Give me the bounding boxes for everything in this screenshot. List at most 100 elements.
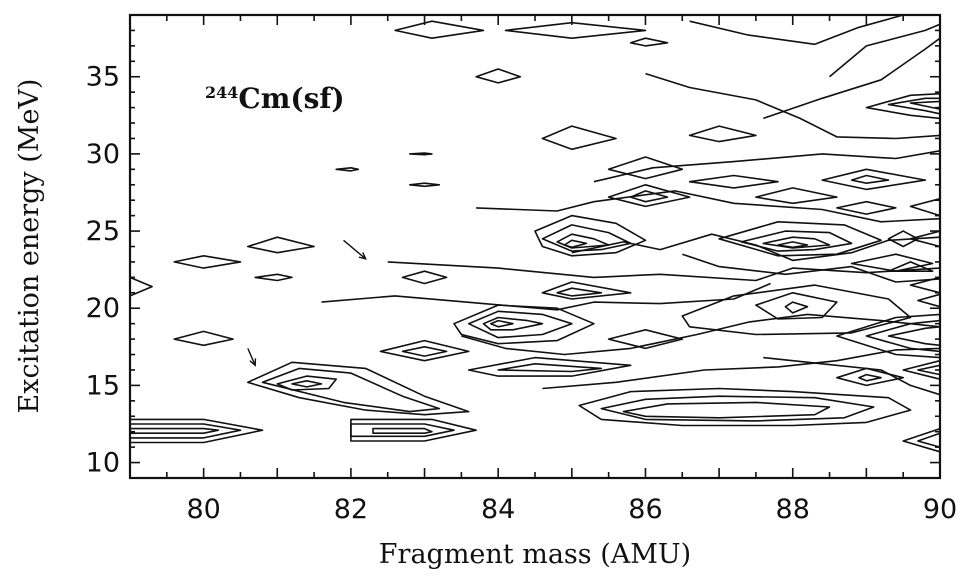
contour-m87-e13-2 — [622, 401, 831, 419]
contour-isolated-6 — [408, 152, 433, 156]
contour-isolated-7 — [408, 182, 441, 188]
y-axis-title: Excitation energy (MeV) — [14, 79, 45, 414]
contour-m81-e15-0 — [247, 361, 470, 416]
contour-isolated-10 — [504, 21, 647, 40]
contour-m85-e24-0 — [534, 214, 647, 257]
contour-m84-e19-1 — [467, 310, 573, 339]
contour-isolated-26 — [755, 187, 838, 205]
contour-m88-e20-1 — [755, 291, 838, 320]
contour-isolated-19 — [497, 362, 603, 373]
contour-m88-e20-2 — [784, 301, 809, 314]
contour-line-9 — [461, 313, 941, 356]
contour-line-5 — [763, 37, 941, 120]
contour-isolated-13 — [401, 270, 448, 285]
contour-m81-e15-3 — [291, 379, 323, 388]
contour-m80-e12-1 — [129, 423, 242, 439]
y-tick-label: 30 — [86, 139, 120, 170]
y-tick-label: 35 — [86, 62, 120, 93]
contour-isolated-18 — [467, 356, 632, 377]
contour-isolated-3 — [254, 273, 293, 282]
contour-line-11 — [763, 356, 941, 396]
arrow-marker-0 — [343, 239, 367, 260]
contour-isolated-1 — [173, 255, 242, 269]
contour-m82-e12-1 — [350, 423, 455, 438]
y-tick-label: 20 — [86, 293, 120, 324]
contour-m85-e24-3 — [563, 239, 588, 249]
contour-isolated-22 — [607, 156, 684, 180]
chart-annotation: 244Cm(sf) — [205, 82, 345, 115]
contour-m81-e15-2 — [276, 375, 338, 391]
contour-isolated-14 — [379, 339, 470, 362]
y-tick-label: 25 — [86, 216, 120, 247]
contour-isolated-20 — [607, 328, 684, 350]
ridges-layer — [321, 14, 941, 396]
contour-isolated-30 — [909, 197, 941, 217]
contour-isolated-27 — [821, 168, 927, 191]
contour-isolated-2 — [247, 236, 315, 254]
contour-m80-e12-2 — [129, 427, 220, 435]
x-tick-label: 80 — [186, 494, 220, 525]
contour-isolated-9 — [475, 68, 522, 84]
x-tick-label: 90 — [923, 494, 957, 525]
x-tick-label: 82 — [334, 494, 368, 525]
contour-line-4 — [682, 253, 941, 283]
annotation-superscript: 244 — [205, 83, 238, 102]
contour-isolated-15 — [401, 345, 448, 357]
contour-isolated-34 — [887, 261, 934, 273]
contour-isolated-21 — [688, 125, 757, 143]
contour-isolated-37 — [836, 367, 905, 387]
contour-isolated-29 — [836, 200, 897, 215]
contour-isolated-11 — [629, 37, 669, 47]
contour-line-8 — [645, 72, 941, 140]
annotation-main: Cm(sf) — [238, 82, 344, 115]
contour-m88-e24-1 — [740, 230, 853, 252]
contour-isolated-36 — [917, 293, 941, 308]
contour-m87-e13-1 — [600, 395, 875, 422]
contour-m82-e12-2 — [372, 427, 433, 435]
y-tick-labels: 10 15 20 25 30 35 — [86, 62, 120, 479]
x-tick-label: 86 — [628, 494, 662, 525]
contour-line-12 — [571, 233, 941, 262]
contour-m80-e12-0 — [129, 418, 264, 444]
contour-isolated-28 — [850, 174, 890, 184]
contour-line-7 — [828, 23, 941, 78]
contour-m89-e34-1 — [887, 97, 941, 115]
contour-isolated-23 — [607, 184, 691, 208]
x-tick-label: 84 — [481, 494, 515, 525]
contour-m87-e13-0 — [578, 387, 912, 427]
contour-line-0 — [387, 261, 941, 282]
contours-layer — [129, 20, 941, 453]
contour-line-2 — [476, 190, 941, 223]
contour-m84-e19-0 — [453, 304, 595, 345]
contour-m88-e24-3 — [777, 241, 809, 249]
markers-layer — [247, 239, 367, 367]
contour-line-1 — [321, 282, 771, 311]
contour-isolated-33 — [850, 253, 934, 273]
y-tick-label: 15 — [86, 370, 120, 401]
contour-m88-e20-0 — [681, 284, 912, 336]
contour-line-10 — [542, 347, 941, 390]
contour-m82-e12-0 — [350, 418, 477, 442]
contour-isolated-16 — [541, 281, 632, 300]
contour-m84-e19-2 — [482, 316, 544, 331]
arrow-head-1 — [249, 358, 257, 367]
contour-isolated-8 — [394, 20, 485, 40]
contour-m84-e19-3 — [489, 319, 514, 328]
x-axis-title: Fragment mass (AMU) — [379, 539, 691, 570]
contour-line-3 — [593, 150, 941, 183]
contour-line-6 — [689, 14, 904, 46]
contour-isolated-25 — [688, 174, 779, 189]
contour-isolated-12 — [541, 125, 617, 151]
contour-m88-e24-0 — [718, 221, 882, 257]
contour-isolated-5 — [335, 167, 360, 172]
x-tick-label: 88 — [776, 494, 810, 525]
contour-isolated-38 — [858, 373, 882, 382]
ticks-layer — [129, 14, 941, 479]
contour-isolated-24 — [629, 190, 669, 203]
contour-isolated-17 — [556, 287, 603, 297]
arrow-head-0 — [358, 252, 367, 260]
contour-m90-e18-2 — [887, 325, 941, 347]
y-tick-label: 10 — [86, 448, 120, 479]
